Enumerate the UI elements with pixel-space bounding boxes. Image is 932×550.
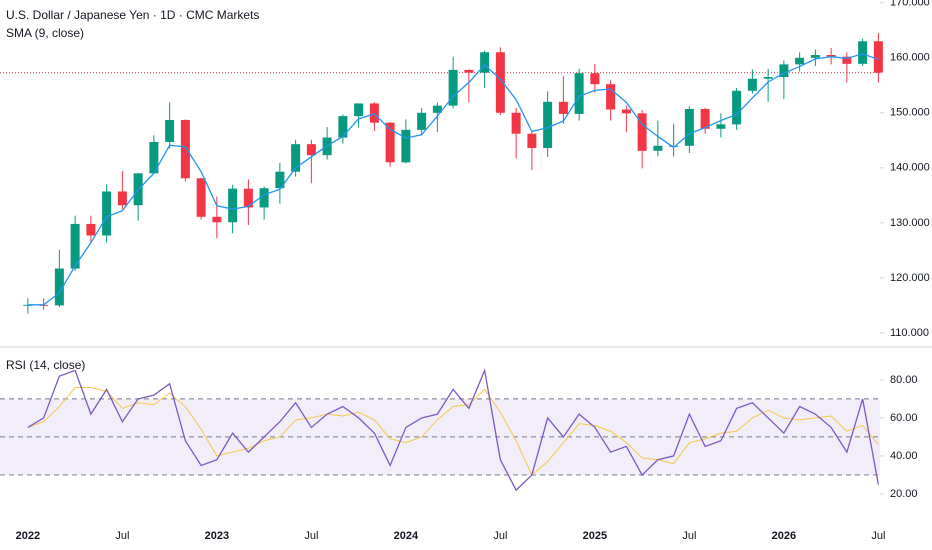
- candle-body: [684, 108, 694, 146]
- y-tick-label: 160.000: [890, 52, 930, 64]
- x-tick-label: Jul: [682, 530, 696, 542]
- candle-body: [275, 171, 285, 189]
- y-tick-label: 130.000: [890, 217, 930, 229]
- y-tick-label: 140.000: [890, 162, 930, 174]
- candle-body: [448, 69, 458, 106]
- x-tick-label: 2024: [394, 530, 419, 542]
- candle-body: [716, 124, 726, 129]
- candle-body: [432, 105, 442, 113]
- candle-body: [511, 112, 521, 134]
- sma-line: [27, 53, 879, 306]
- candle-body: [700, 108, 710, 129]
- candle-body: [354, 103, 364, 117]
- sma-legend: SMA (9, close): [6, 26, 84, 40]
- y-tick-label: 150.000: [890, 107, 930, 119]
- candle-body: [842, 56, 852, 64]
- candle-body: [291, 144, 301, 172]
- y-tick-label: 80.00: [890, 374, 918, 386]
- candle-body: [70, 223, 80, 269]
- x-tick-label: 2026: [772, 530, 796, 542]
- candle-body: [464, 69, 474, 73]
- candle-body: [826, 55, 836, 57]
- candle-body: [149, 141, 159, 174]
- candle-body: [228, 188, 238, 223]
- candle-body: [369, 103, 379, 123]
- candle-body: [732, 90, 742, 125]
- candle-body: [306, 144, 316, 156]
- x-tick-label: 2022: [16, 530, 40, 542]
- candle-body: [590, 73, 600, 85]
- rsi-ma-line: [27, 387, 879, 476]
- candle-body: [117, 191, 127, 206]
- candle-body: [810, 55, 820, 58]
- candle-body: [606, 84, 616, 110]
- candle-body: [858, 41, 868, 64]
- x-tick-label: Jul: [304, 530, 318, 542]
- candle-body: [527, 133, 537, 149]
- candle-body: [243, 188, 253, 208]
- x-tick-label: 2023: [205, 530, 229, 542]
- y-tick-label: 20.00: [890, 488, 918, 500]
- candle-body: [480, 52, 490, 73]
- candle-body: [259, 188, 269, 208]
- candle-body: [621, 109, 631, 114]
- y-tick-label: 120.000: [890, 272, 930, 284]
- candle-body: [543, 101, 553, 149]
- x-tick-label: Jul: [493, 530, 507, 542]
- chart-title: U.S. Dollar / Japanese Yen · 1D · CMC Ma…: [6, 8, 259, 22]
- candle-body: [102, 191, 112, 236]
- candle-body: [873, 41, 883, 73]
- candle-body: [779, 64, 789, 78]
- candle-body: [763, 77, 773, 79]
- y-tick-label: 110.000: [890, 327, 929, 339]
- candle-body: [417, 112, 427, 130]
- candle-body: [165, 119, 175, 142]
- candle-body: [637, 113, 647, 151]
- x-tick-label: Jul: [115, 530, 129, 542]
- candle-body: [86, 223, 96, 236]
- candle-body: [54, 268, 64, 306]
- x-tick-label: Jul: [871, 530, 885, 542]
- rsi-title: RSI (14, close): [6, 358, 85, 372]
- y-tick-label: 40.00: [890, 450, 918, 462]
- candle-body: [180, 119, 190, 179]
- x-tick-label: 2025: [583, 530, 607, 542]
- candle-body: [196, 178, 206, 217]
- y-tick-label: 60.00: [890, 412, 918, 424]
- candle-body: [558, 101, 568, 114]
- candle-body: [401, 129, 411, 163]
- candle-body: [747, 78, 757, 91]
- y-tick-label: 170.000: [890, 0, 930, 9]
- candle-body: [385, 122, 395, 163]
- candle-body: [669, 145, 679, 147]
- candle-body: [795, 57, 805, 65]
- candle-body: [653, 145, 663, 151]
- candle-body: [495, 52, 505, 113]
- rsi-line: [27, 368, 880, 492]
- candle-body: [338, 116, 348, 138]
- candle-body: [212, 216, 222, 223]
- candle-body: [574, 73, 584, 114]
